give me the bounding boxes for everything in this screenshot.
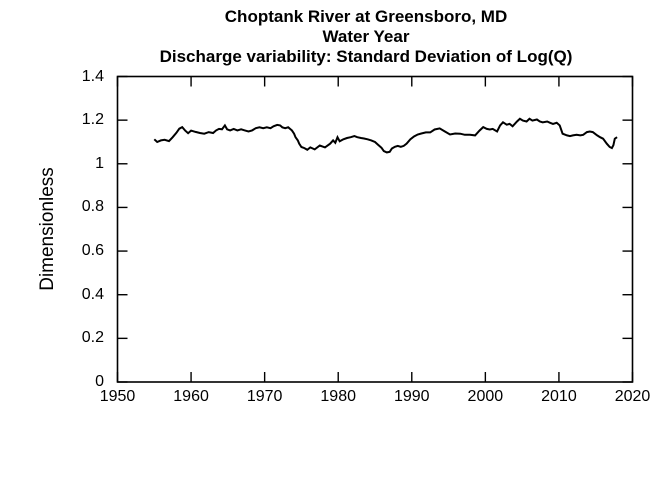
x-tick-label: 2020 [614, 388, 651, 405]
data-line [153, 117, 618, 154]
y-tick-label: 1.2 [81, 111, 104, 129]
y-tick-label: 1 [95, 154, 104, 172]
y-tick-label: 0.4 [81, 285, 104, 303]
x-tick-label: 2000 [467, 388, 504, 405]
y-tick-label: 1.4 [81, 67, 104, 85]
y-tick-label: 0.2 [81, 329, 104, 347]
x-tick-label: 1950 [99, 388, 136, 405]
x-tick-label: 1960 [173, 388, 209, 405]
y-tick-label: 0 [95, 373, 104, 390]
x-tick-label: 1970 [246, 388, 283, 405]
y-tick-label: 0.6 [81, 242, 104, 260]
x-tick-label: 2010 [541, 388, 577, 405]
chart-title: Choptank River at Greensboro, MD Water Y… [66, 7, 666, 67]
chart-title-line-2: Water Year [322, 27, 410, 46]
y-tick-label: 0.8 [81, 198, 104, 216]
x-tick-label: 1990 [393, 388, 430, 405]
chart-title-line-1: Choptank River at Greensboro, MD [224, 7, 508, 26]
plot-area [116, 75, 634, 383]
chart-title-line-3: Discharge variability: Standard Deviatio… [159, 47, 573, 66]
x-tick-label: 1980 [320, 388, 356, 405]
